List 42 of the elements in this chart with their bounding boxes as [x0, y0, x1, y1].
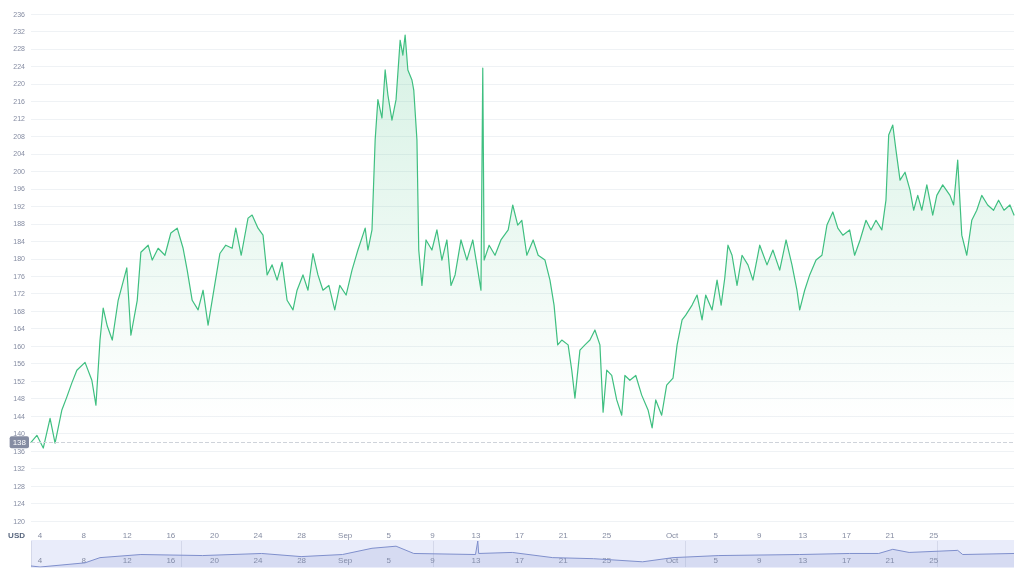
x-tick-label: 5 [713, 555, 719, 565]
x-tick-label: 12 [122, 555, 133, 565]
x-tick-label: 20 [209, 530, 220, 540]
x-tick-label: Oct [665, 555, 680, 565]
x-tick-label: 8 [81, 530, 87, 540]
x-tick-label: 20 [209, 555, 220, 565]
x-tick-label: 13 [471, 530, 481, 540]
x-tick-label: 28 [297, 555, 307, 565]
x-tick-label: 21 [558, 555, 569, 565]
x-tick-label: 25 [602, 530, 612, 540]
x-tick-label: 21 [885, 530, 896, 540]
x-tick-label: 17 [515, 530, 525, 540]
x-tick-label: 17 [842, 530, 852, 540]
x-tick-label: 5 [386, 555, 392, 565]
x-tick-label: 5 [713, 530, 719, 540]
x-tick-label: 9 [757, 555, 763, 565]
x-tick-label: 9 [430, 530, 436, 540]
x-tick-label: Oct [665, 530, 680, 540]
x-tick-label: 13 [798, 530, 808, 540]
x-tick-label: 9 [757, 530, 763, 540]
x-tick-label: 17 [515, 555, 525, 565]
x-tick-label: 4 [37, 555, 43, 565]
x-tick-label: 24 [253, 530, 264, 540]
x-tick-label: 21 [885, 555, 896, 565]
x-tick-label: 21 [558, 530, 569, 540]
x-tick-label: Sep [338, 555, 353, 565]
x-tick-label: 5 [386, 530, 392, 540]
x-tick-label: 16 [166, 555, 176, 565]
x-tick-label: 13 [471, 555, 481, 565]
x-tick-label: 25 [929, 530, 939, 540]
y-axis-title: USD [8, 530, 26, 540]
x-tick-label: 16 [166, 530, 176, 540]
x-tick-label: 12 [122, 530, 133, 540]
ref-line-label: 138 [12, 437, 27, 447]
x-tick-label: 17 [842, 555, 852, 565]
x-tick-label: Sep [338, 530, 353, 540]
x-tick-label: 28 [297, 530, 307, 540]
x-tick-label: 4 [37, 530, 43, 540]
x-tick-label: 25 [929, 555, 939, 565]
x-tick-label: 13 [798, 555, 808, 565]
x-tick-label: 24 [253, 555, 264, 565]
x-tick-label: 8 [81, 555, 87, 565]
